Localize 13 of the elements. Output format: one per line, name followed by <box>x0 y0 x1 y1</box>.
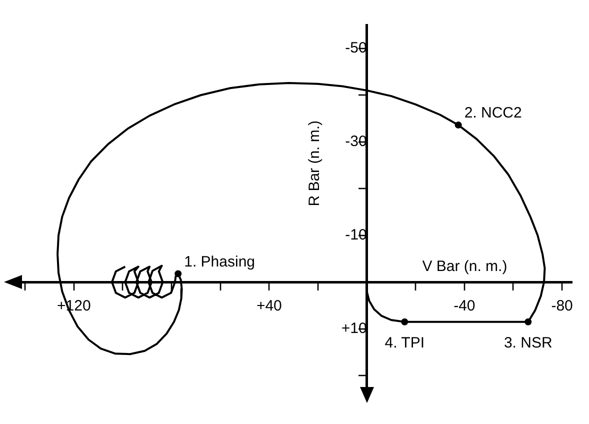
annotation: 4. TPI <box>384 334 424 352</box>
x-axis-title: V Bar (n. m.) <box>422 258 508 275</box>
point <box>454 122 462 129</box>
annotation: 1. Phasing <box>184 253 256 270</box>
point <box>524 318 532 326</box>
annotation: 3. NSR <box>504 334 552 352</box>
point <box>174 270 182 278</box>
point <box>401 318 408 326</box>
x-tick-label: +40 <box>256 297 282 314</box>
annotation: 2. NCC2 <box>464 104 522 122</box>
x-tick-label: -40 <box>454 297 476 314</box>
x-tick-label: -80 <box>551 297 573 314</box>
y-axis-title: R Bar (n. m.) <box>306 120 323 206</box>
